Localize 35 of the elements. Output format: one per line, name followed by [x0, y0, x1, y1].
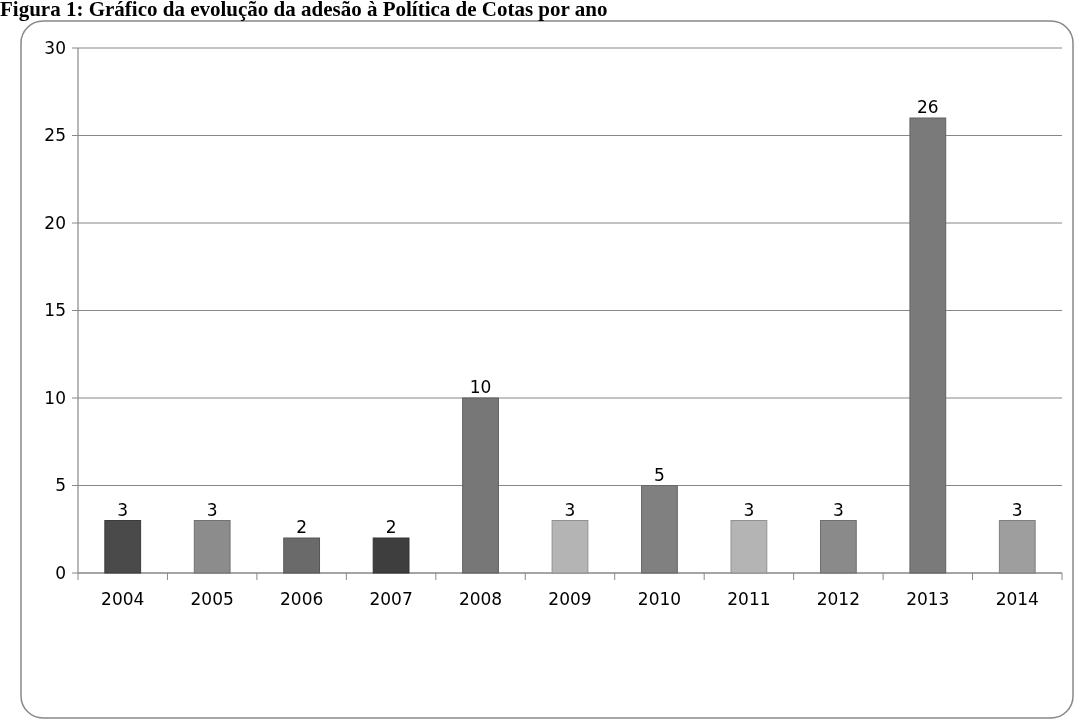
bar	[372, 537, 410, 574]
data-label: 5	[654, 464, 665, 485]
bar	[104, 520, 142, 574]
x-tick-label: 2005	[190, 589, 234, 609]
y-tick-label: 20	[44, 212, 66, 233]
x-tick-label: 2011	[727, 589, 771, 609]
y-tick-label: 25	[44, 125, 66, 146]
bar	[909, 117, 947, 574]
data-label: 2	[385, 517, 397, 537]
chart-title: Figura 1: Gráfico da evolução da adesão à Política de Cotas por ano	[0, 0, 608, 21]
x-tick-label: 2012	[816, 589, 860, 609]
x-tick-label: 2010	[637, 589, 682, 609]
x-tick-label: 2009	[548, 589, 592, 609]
data-label: 3	[117, 499, 129, 520]
data-label: 3	[832, 499, 844, 520]
x-tick-label: 2004	[101, 589, 145, 609]
data-label: 3	[564, 499, 576, 520]
x-tick-label: 2007	[369, 589, 413, 609]
data-label: 10	[469, 377, 492, 397]
data-label: 3	[743, 499, 755, 520]
x-tick-label: 2008	[458, 589, 503, 609]
data-label: 3	[1011, 499, 1023, 520]
y-tick-label: 30	[44, 37, 66, 58]
data-label: 3	[206, 499, 218, 520]
y-tick-label: 15	[44, 300, 66, 321]
y-tick-label: 5	[55, 475, 66, 496]
data-label: 26	[917, 97, 939, 117]
bar	[462, 397, 499, 574]
x-tick-label: 2014	[995, 589, 1039, 609]
y-tick-label: 0	[55, 562, 66, 583]
data-label: 2	[296, 517, 308, 537]
x-tick-label: 2006	[280, 589, 324, 609]
x-tick-label: 2013	[906, 589, 950, 609]
y-tick-label: 10	[44, 387, 66, 408]
bar	[283, 537, 321, 574]
